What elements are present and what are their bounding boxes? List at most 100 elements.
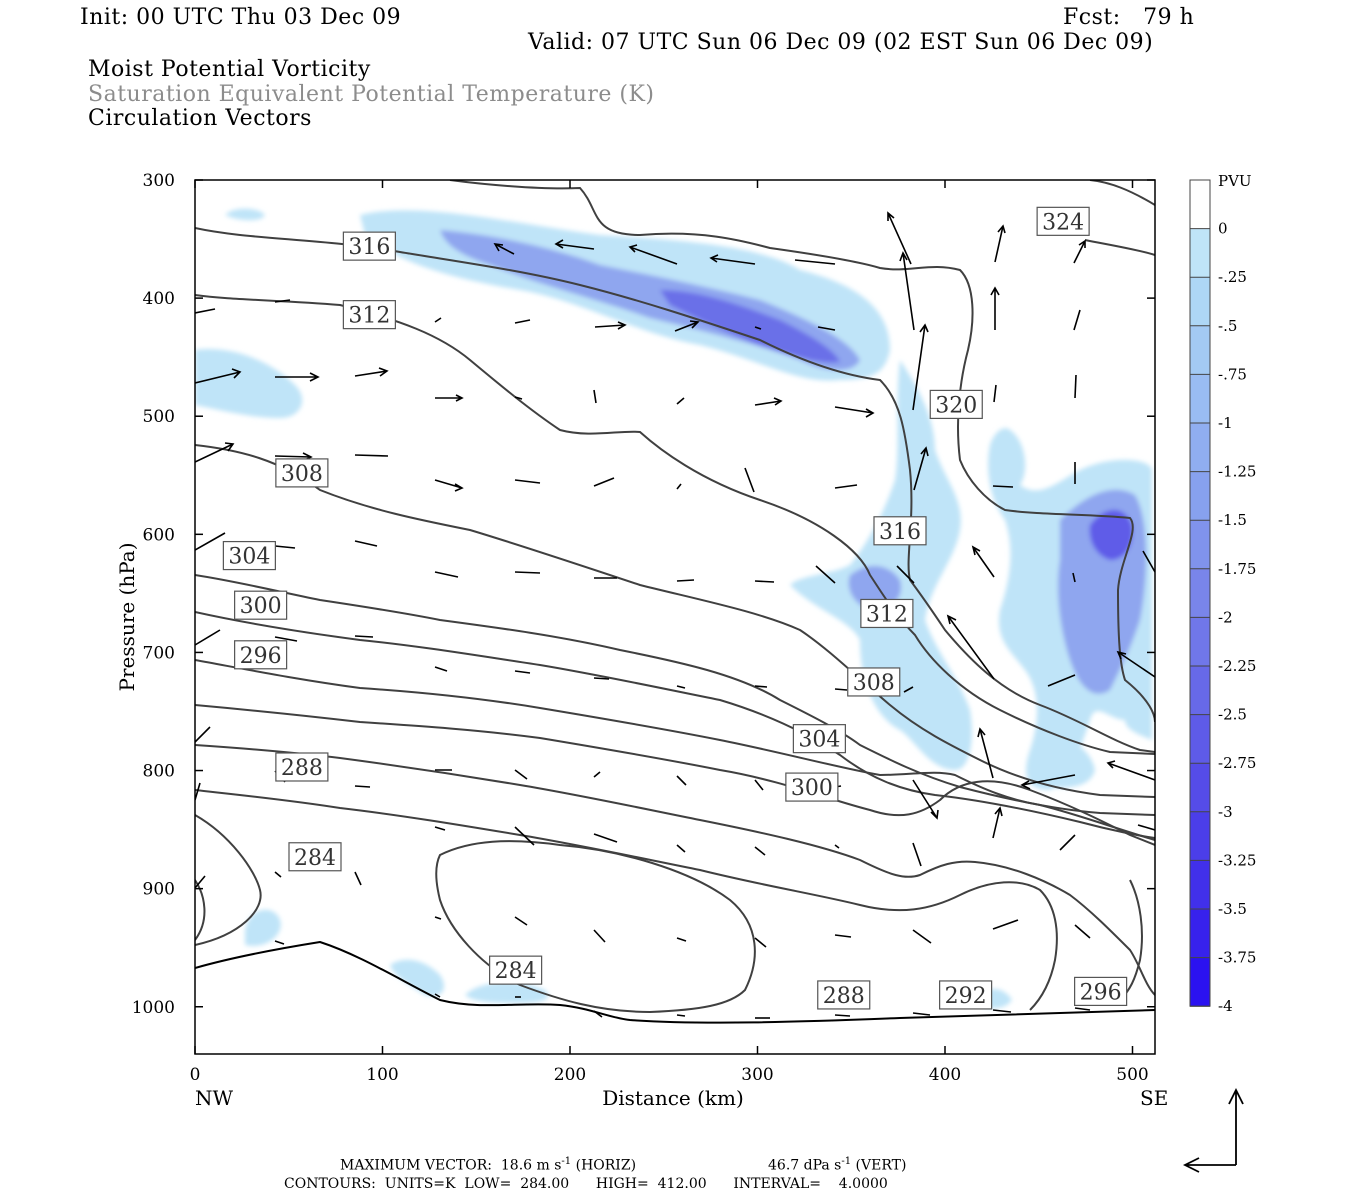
vector xyxy=(274,545,296,549)
vector xyxy=(903,686,914,693)
contour-label: 300 xyxy=(791,776,833,801)
pv-region-surface-2 xyxy=(390,959,445,997)
contour-labels: 316 312 308 304 300 296 288 284 284 324 320 316 312 3… xyxy=(222,206,1128,1010)
colorbar-swatch xyxy=(1190,520,1210,569)
vector xyxy=(834,406,875,418)
contour-308 xyxy=(195,444,1155,798)
contour-label: 316 xyxy=(348,235,390,260)
vector xyxy=(754,397,783,406)
contour-label: 292 xyxy=(945,984,987,1009)
x-left-end-label: NW xyxy=(195,1086,234,1110)
vector xyxy=(274,940,285,945)
pv-shading xyxy=(195,208,1152,1009)
vector xyxy=(514,479,541,484)
contour-label-box xyxy=(275,458,329,488)
vector xyxy=(912,779,939,820)
contour-284-a xyxy=(195,789,1058,1011)
vector xyxy=(354,367,389,377)
contour-label-box xyxy=(860,598,914,629)
vector xyxy=(593,389,597,404)
colorbar-swatch xyxy=(1190,228,1210,278)
colorbar-swatch xyxy=(1190,714,1210,764)
vector xyxy=(1142,550,1155,573)
x-tick-label: 500 xyxy=(1116,1065,1148,1085)
contour-label-box xyxy=(873,516,927,546)
vector xyxy=(1116,650,1155,678)
contour-label: 300 xyxy=(240,594,282,619)
contour-label-box xyxy=(792,724,846,754)
vector xyxy=(434,317,442,323)
vector xyxy=(434,479,464,492)
contour-284-b xyxy=(1119,879,1143,1001)
colorbar-label: -3.25 xyxy=(1218,851,1256,869)
colorbar-swatch xyxy=(1190,811,1210,861)
colorbar-swatch xyxy=(1190,957,1210,1007)
contour-label-box xyxy=(939,980,993,1010)
contour-300 xyxy=(195,611,1155,839)
vector xyxy=(676,1014,686,1017)
reference-vector-vertical xyxy=(1228,1087,1244,1165)
max-vector-vert-exponent: -1 xyxy=(841,1156,852,1167)
y-tick-label: 900 xyxy=(143,880,175,900)
max-vector-horiz-value: MAXIMUM VECTOR: 18.6 m s xyxy=(340,1157,562,1174)
contour-324-upper-b xyxy=(1084,239,1155,256)
forecast-hour: Fcst: 79 h xyxy=(1063,5,1195,30)
colorbar-swatch xyxy=(1190,423,1210,472)
colorbar-label: -2.75 xyxy=(1218,754,1256,772)
vector xyxy=(434,571,459,578)
contour-label-box xyxy=(785,772,839,802)
vector xyxy=(354,785,371,788)
colorbar-label: 0 xyxy=(1218,220,1228,238)
vector xyxy=(971,545,995,578)
vector xyxy=(1074,1007,1091,1011)
colorbar-label: -1 xyxy=(1218,414,1233,432)
vector xyxy=(896,565,915,584)
colorbar-label: -3.5 xyxy=(1218,900,1247,918)
colorbar-swatch xyxy=(1190,374,1210,423)
y-tick-label: 700 xyxy=(143,643,175,663)
vector xyxy=(946,614,995,680)
colorbar-label: -2 xyxy=(1218,608,1233,626)
vector xyxy=(1072,572,1076,583)
vector xyxy=(514,319,531,324)
contour-324-upper xyxy=(1089,180,1155,206)
vector xyxy=(554,239,595,250)
contour-288 xyxy=(195,744,1155,996)
vector xyxy=(1073,309,1081,331)
max-vector-vert-value: 46.7 dPa s xyxy=(768,1157,842,1174)
colorbar-swatch xyxy=(1190,909,1210,958)
vector xyxy=(493,243,515,255)
vector xyxy=(992,1009,1012,1013)
pv-region-central-column xyxy=(790,360,972,770)
pv-colorbar: 0 -.25 -.5 -.75 -1 -1.25 -1.5 -1.75 -2 -2.25 -2.5 -… xyxy=(1189,179,1256,1015)
colorbar-label: -.25 xyxy=(1218,268,1247,286)
contour-label: 296 xyxy=(240,644,282,669)
colorbar-label: -.5 xyxy=(1218,317,1237,335)
vector xyxy=(709,254,756,265)
pv-region-surface-1 xyxy=(245,909,281,946)
vector xyxy=(990,286,1000,330)
init-time: Init: 00 UTC Thu 03 Dec 09 xyxy=(80,5,402,30)
vector xyxy=(195,875,206,889)
contour-label-box xyxy=(847,667,901,697)
pv-region-surface-3 xyxy=(465,982,549,1003)
vector xyxy=(354,454,389,457)
contour-label-box xyxy=(817,980,871,1010)
x-tick-label: 300 xyxy=(741,1065,773,1085)
vector xyxy=(676,397,685,405)
x-tick-label: 400 xyxy=(929,1065,961,1085)
vector xyxy=(275,372,320,382)
vector xyxy=(195,532,226,551)
vector xyxy=(434,993,441,998)
contour-label-box xyxy=(342,231,396,261)
plot-frame xyxy=(194,179,1156,1055)
colorbar-label: -4 xyxy=(1218,997,1233,1015)
vector xyxy=(992,806,1003,839)
colorbar-swatch xyxy=(1190,471,1210,521)
vector xyxy=(992,485,1014,488)
vector xyxy=(434,666,448,672)
vector xyxy=(676,937,687,942)
contour-label: 324 xyxy=(1042,210,1084,235)
vector xyxy=(817,326,836,331)
y-axis: 300 400 500 600 700 800 900 1000 xyxy=(132,171,1155,1018)
